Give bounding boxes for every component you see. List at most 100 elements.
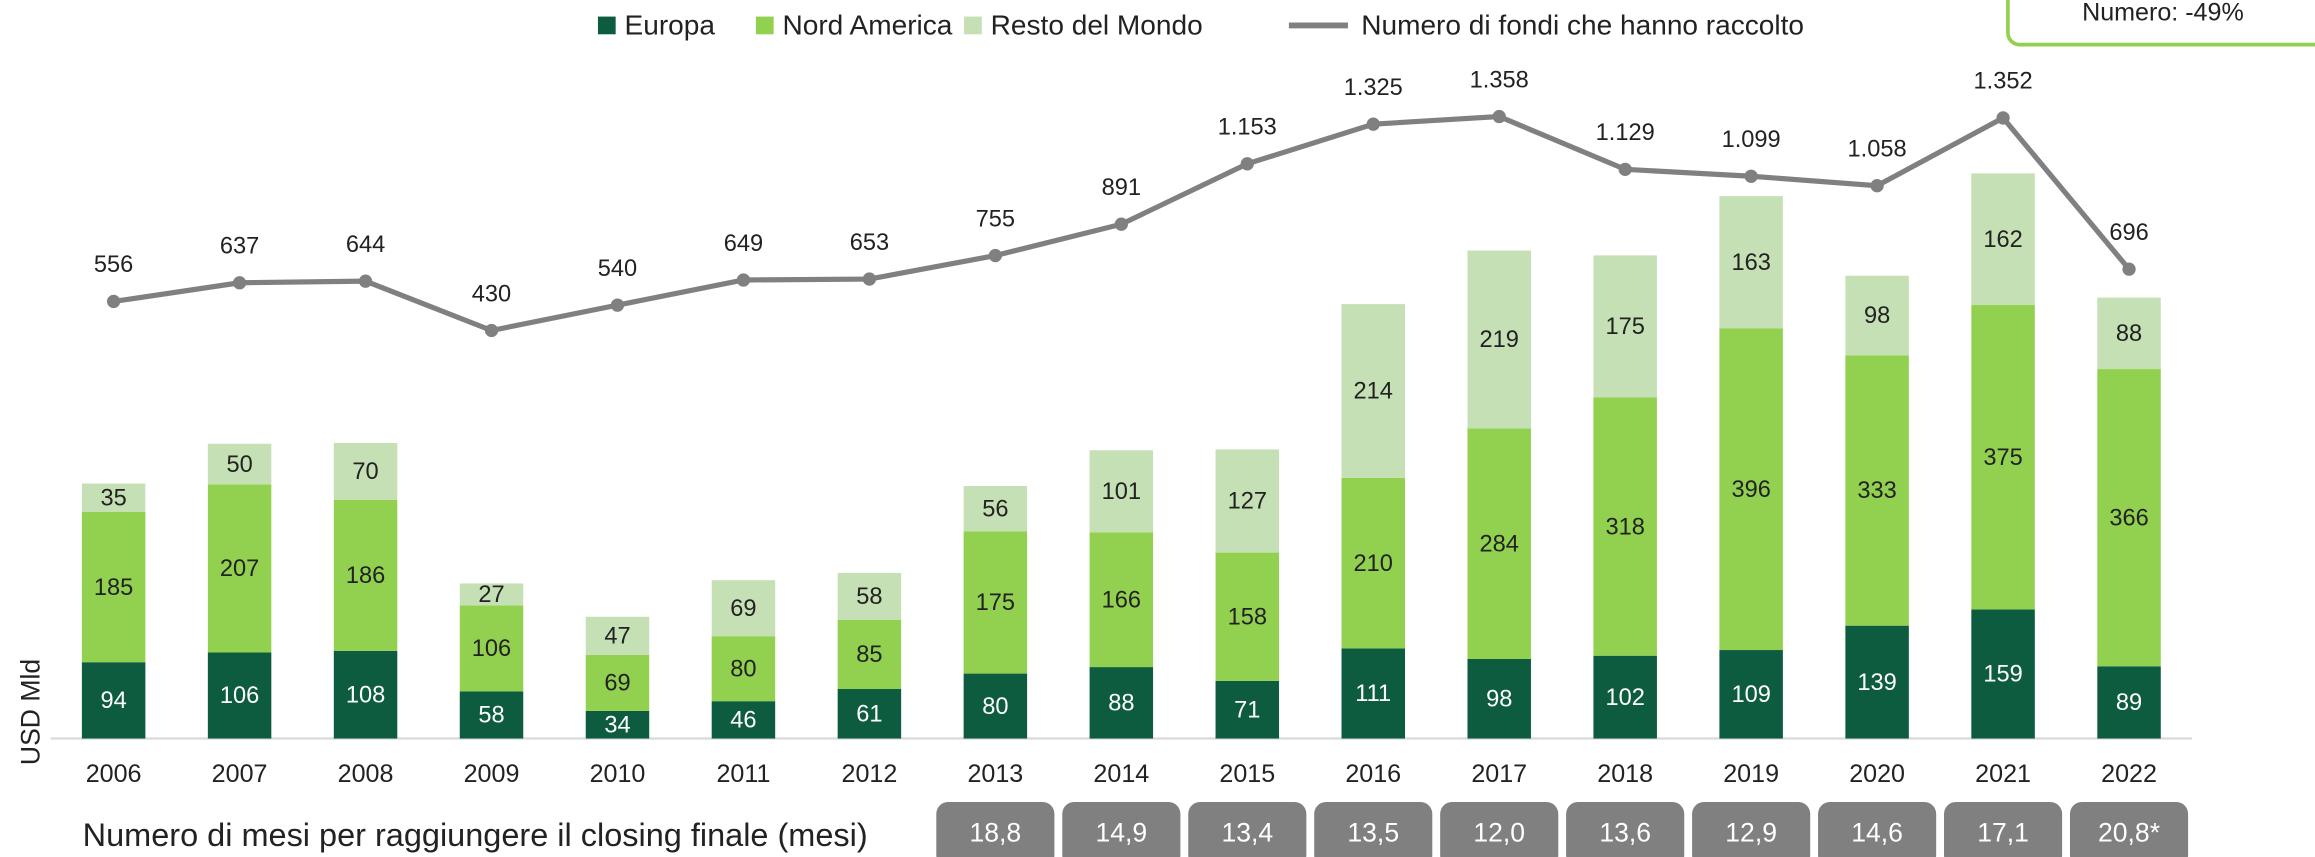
line-label: 540	[598, 256, 637, 282]
data-label: 71	[1234, 697, 1260, 723]
months-box	[1692, 802, 1811, 857]
data-label: 333	[1857, 478, 1896, 504]
legend-label: Numero di fondi che hanno raccolto	[1361, 9, 1804, 40]
data-label: 175	[1605, 314, 1644, 340]
bar-segment	[711, 701, 776, 739]
line-label: 653	[850, 230, 889, 256]
legend-swatch	[964, 16, 982, 35]
data-label: 98	[1864, 303, 1890, 329]
data-label: 175	[976, 590, 1015, 616]
data-label: 163	[1731, 250, 1770, 276]
line-point	[610, 298, 625, 312]
months-box	[1314, 802, 1433, 857]
data-label: 69	[730, 596, 756, 622]
months-label: 17,1	[1977, 818, 2029, 848]
bar-segment	[837, 689, 902, 739]
months-label: 12,9	[1725, 818, 1777, 848]
x-tick-label: 2018	[1597, 760, 1653, 788]
legend-label: Resto del Mondo	[991, 9, 1203, 40]
x-tick-label: 2009	[464, 760, 520, 788]
data-label: 88	[2116, 321, 2142, 347]
data-label: 80	[730, 656, 756, 682]
bar-segment	[1089, 450, 1154, 533]
x-tick-label: 2008	[338, 760, 394, 788]
bar-segment	[963, 531, 1028, 674]
bar-segment	[81, 511, 146, 663]
data-label: 162	[1983, 227, 2022, 253]
bar-segment	[81, 483, 146, 512]
line-label: 637	[220, 234, 259, 260]
data-label: 111	[1355, 681, 1391, 707]
line-label: 1.325	[1344, 75, 1403, 101]
bar-segment	[1215, 552, 1280, 681]
bar-segment	[1845, 275, 1909, 356]
months-label: 20,8*	[2098, 818, 2160, 848]
data-label: 284	[1480, 531, 1519, 557]
data-label: 88	[1108, 691, 1134, 717]
bar-segment	[207, 652, 272, 739]
bar-segment	[711, 580, 776, 637]
months-box	[1440, 802, 1559, 857]
x-tick-label: 2014	[1093, 760, 1149, 788]
data-label: 318	[1605, 514, 1644, 540]
months-box	[2069, 802, 2189, 857]
line-label: 1.153	[1218, 115, 1277, 141]
data-label: 166	[1102, 587, 1141, 613]
y-axis-label: USD Mld	[15, 659, 45, 765]
data-label: 396	[1731, 477, 1770, 503]
bar-segment	[1971, 609, 2035, 739]
bar-segment	[1971, 304, 2035, 610]
line-point	[1114, 217, 1128, 231]
months-label: 13,4	[1221, 818, 1273, 848]
bar-segment	[333, 650, 398, 739]
line-label: 696	[2109, 220, 2148, 246]
data-label: 102	[1605, 685, 1644, 711]
bar-segment	[1719, 196, 1783, 329]
data-label: 106	[220, 683, 259, 709]
line-point	[1996, 111, 2010, 125]
line-point	[1366, 117, 1380, 131]
line-label: 1.058	[1848, 137, 1907, 163]
data-label: 207	[220, 556, 259, 582]
bar-segment	[207, 443, 272, 485]
x-tick-label: 2010	[590, 760, 646, 788]
data-label: 50	[226, 452, 252, 478]
line-label: 1.352	[1974, 69, 2033, 95]
bar-segment	[1719, 650, 1783, 739]
x-tick-label: 2022	[2101, 760, 2157, 788]
line-label: 891	[1102, 175, 1141, 201]
months-box	[1188, 802, 1307, 857]
x-tick-label: 2017	[1471, 760, 1527, 788]
data-label: 158	[1228, 604, 1267, 630]
x-tick-label: 2021	[1975, 760, 2031, 788]
data-label: 127	[1228, 489, 1267, 515]
x-tick-label: 2016	[1345, 760, 1401, 788]
bar-segment	[1593, 655, 1657, 739]
x-tick-label: 2012	[842, 760, 898, 788]
line-label: 1.358	[1470, 67, 1529, 93]
data-label: 85	[856, 642, 882, 668]
data-label: 89	[2116, 690, 2142, 716]
x-tick-label: 2006	[86, 760, 142, 788]
data-label: 210	[1354, 551, 1393, 577]
legend-swatch	[755, 16, 774, 35]
line-point	[2122, 262, 2136, 276]
line-point	[1744, 169, 1758, 183]
bar-segment	[333, 442, 398, 500]
data-label: 58	[856, 584, 882, 610]
data-label: 139	[1857, 670, 1896, 696]
line-label: 556	[94, 252, 133, 278]
months-label: 13,5	[1347, 818, 1399, 848]
x-tick-label: 2007	[212, 760, 268, 788]
line-point	[736, 273, 751, 287]
bar-segment	[81, 662, 146, 739]
line-point	[232, 276, 247, 290]
annotation: Numero: -49%	[2082, 0, 2244, 26]
line-label: 430	[472, 281, 511, 307]
bar-segment	[585, 616, 650, 655]
bar-segment	[459, 605, 524, 692]
data-label: 94	[100, 688, 126, 714]
bar-segment	[2097, 369, 2161, 667]
line-point	[1492, 109, 1506, 124]
